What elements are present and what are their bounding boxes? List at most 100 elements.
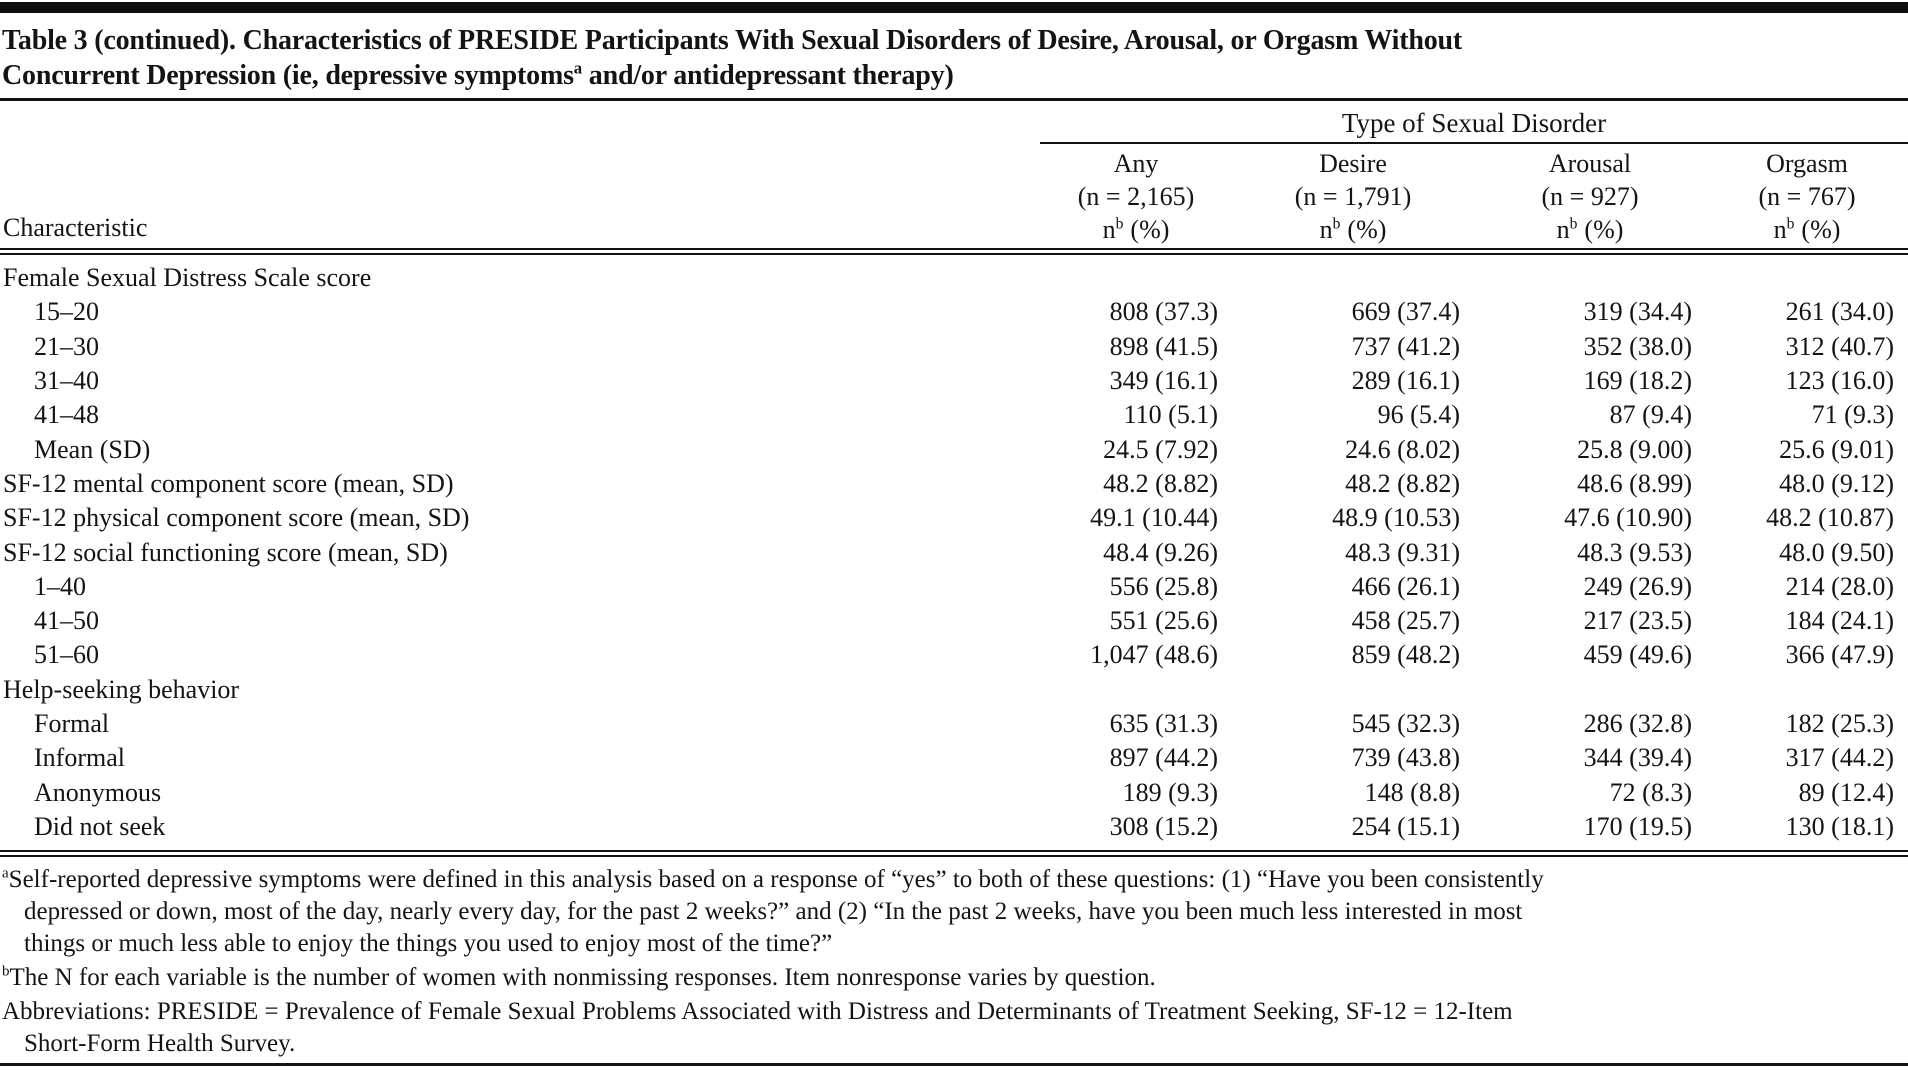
footnote-a-marker: a xyxy=(2,865,9,882)
table-row: Mean (SD) 24.5 (7.92) 24.6 (8.02) 25.8 (… xyxy=(0,432,1908,466)
column-header-characteristic: Characteristic xyxy=(3,213,148,242)
stat-pct: (%) xyxy=(1347,215,1387,244)
cell-value: 96 (5.4) xyxy=(1377,400,1460,430)
cell-value: 48.2 (8.82) xyxy=(1103,468,1218,498)
cell-value: 556 (25.8) xyxy=(1109,571,1218,601)
footnote-b-marker: b xyxy=(2,963,10,980)
column-header-desire: Desire (n = 1,791) nb (%) xyxy=(1232,147,1474,246)
row-label: Formal xyxy=(34,709,110,738)
footnote-a: aSelf-reported depressive symptoms were … xyxy=(0,864,1908,960)
cell-value: 110 (5.1) xyxy=(1123,400,1218,430)
cell-value: 458 (25.7) xyxy=(1351,606,1460,636)
cell-value: 48.4 (9.26) xyxy=(1103,537,1218,567)
cell-value: 551 (25.6) xyxy=(1109,606,1218,636)
column-name: Arousal xyxy=(1548,149,1632,178)
column-header-orgasm: Orgasm (n = 767) nb (%) xyxy=(1706,147,1908,246)
footer-divider xyxy=(0,850,1908,858)
cell-value: 48.3 (9.53) xyxy=(1577,537,1692,567)
column-stat: nb (%) xyxy=(1232,213,1474,246)
footnote-b-marker: b xyxy=(1569,215,1578,233)
row-label: 51–60 xyxy=(34,640,99,670)
cell-value: 214 (28.0) xyxy=(1785,571,1894,601)
table-title-line2-text: Concurrent Depression (ie, depressive sy… xyxy=(2,60,574,91)
column-n: (n = 2,165) xyxy=(1077,182,1195,211)
section-label: Female Sexual Distress Scale score xyxy=(3,263,372,293)
cell-value: 249 (26.9) xyxy=(1583,571,1692,601)
column-name: Any xyxy=(1113,149,1159,178)
table-row: 41–50 551 (25.6) 458 (25.7) 217 (23.5) 1… xyxy=(0,604,1908,638)
cell-value: 48.0 (9.12) xyxy=(1779,468,1894,498)
cell-value: 48.2 (10.87) xyxy=(1766,503,1894,533)
column-name: Orgasm xyxy=(1766,149,1848,178)
table-title: Table 3 (continued). Characteristics of … xyxy=(2,23,1908,93)
row-label: 21–30 xyxy=(34,331,99,361)
row-label: SF-12 mental component score (mean, SD) xyxy=(3,468,454,498)
table-row: SF-12 physical component score (mean, SD… xyxy=(0,501,1908,535)
footnote-b-marker: b xyxy=(1786,215,1795,233)
cell-value: 859 (48.2) xyxy=(1351,640,1460,670)
table-row: Did not seek 308 (15.2) 254 (15.1) 170 (… xyxy=(0,810,1908,844)
footnote-a-marker: a xyxy=(573,58,582,78)
cell-value: 808 (37.3) xyxy=(1109,297,1218,327)
stat-n: n xyxy=(1773,215,1787,244)
table-title-line2-rest: and/or antidepressant therapy) xyxy=(581,60,954,91)
cell-value: 897 (44.2) xyxy=(1109,743,1218,773)
cell-value: 48.3 (9.31) xyxy=(1345,537,1460,567)
cell-value: 317 (44.2) xyxy=(1785,743,1894,773)
title-divider xyxy=(0,98,1908,101)
cell-value: 148 (8.8) xyxy=(1364,777,1460,807)
cell-value: 254 (15.1) xyxy=(1351,811,1460,841)
cell-value: 89 (12.4) xyxy=(1798,777,1894,807)
cell-value: 184 (24.1) xyxy=(1785,606,1894,636)
cell-value: 739 (43.8) xyxy=(1351,743,1460,773)
cell-value: 286 (32.8) xyxy=(1583,709,1692,738)
abbreviations-line2: Short-Form Health Survey. xyxy=(24,1030,296,1058)
cell-value: 466 (26.1) xyxy=(1351,571,1460,601)
table-row: Informal 897 (44.2) 739 (43.8) 344 (39.4… xyxy=(0,741,1908,775)
row-label: SF-12 social functioning score (mean, SD… xyxy=(3,537,448,567)
spanner-spacer xyxy=(0,101,1040,144)
cell-value: 87 (9.4) xyxy=(1609,400,1692,430)
cell-value: 898 (41.5) xyxy=(1109,331,1218,361)
cell-value: 169 (18.2) xyxy=(1583,366,1692,396)
column-header-row: Characteristic Any (n = 2,165) nb (%) Des… xyxy=(0,144,1908,248)
footnote-b-line1: bThe N for each variable is the number o… xyxy=(2,963,1156,992)
table-row: Formal 635 (31.3) 545 (32.3) 286 (32.8) … xyxy=(0,707,1908,741)
cell-value: 737 (41.2) xyxy=(1351,331,1460,361)
footnote-b-marker: b xyxy=(1332,215,1341,233)
column-n: (n = 767) xyxy=(1758,182,1856,211)
row-label: Informal xyxy=(34,743,125,773)
cell-value: 459 (49.6) xyxy=(1583,640,1692,670)
row-label: Mean (SD) xyxy=(34,434,151,464)
table-row: SF-12 social functioning score (mean, SD… xyxy=(0,535,1908,569)
cell-value: 49.1 (10.44) xyxy=(1090,503,1218,533)
row-label: 1–40 xyxy=(34,571,86,601)
cell-value: 24.6 (8.02) xyxy=(1345,434,1460,464)
table-row: 15–20 808 (37.3) 669 (37.4) 319 (34.4) 2… xyxy=(0,295,1908,329)
cell-value: 349 (16.1) xyxy=(1109,366,1218,396)
cell-value: 170 (19.5) xyxy=(1583,811,1692,841)
table-row: 41–48 110 (5.1) 96 (5.4) 87 (9.4) 71 (9.… xyxy=(0,398,1908,432)
header-divider xyxy=(0,248,1908,255)
cell-value: 71 (9.3) xyxy=(1811,400,1894,430)
column-stat: nb (%) xyxy=(1474,213,1706,246)
footnote-b: bThe N for each variable is the number o… xyxy=(0,962,1908,994)
cell-value: 352 (38.0) xyxy=(1583,331,1692,361)
column-stat: nb (%) xyxy=(1040,213,1232,246)
table-title-line1: Table 3 (continued). Characteristics of … xyxy=(2,25,1463,56)
cell-value: 1,047 (48.6) xyxy=(1090,640,1218,670)
footnote-a-line1: aSelf-reported depressive symptoms were … xyxy=(2,865,1544,894)
cell-value: 25.8 (9.00) xyxy=(1577,434,1692,464)
cell-value: 48.9 (10.53) xyxy=(1332,503,1460,533)
footnotes: aSelf-reported depressive symptoms were … xyxy=(0,864,1908,1060)
table-row: Anonymous 189 (9.3) 148 (8.8) 72 (8.3) 8… xyxy=(0,775,1908,809)
footnote-b-marker: b xyxy=(1115,215,1124,233)
row-label: Did not seek xyxy=(34,811,166,841)
stat-pct: (%) xyxy=(1584,215,1624,244)
column-stat: nb (%) xyxy=(1706,213,1908,246)
cell-value: 289 (16.1) xyxy=(1351,366,1460,396)
row-label: Anonymous xyxy=(34,777,162,807)
cell-value: 72 (8.3) xyxy=(1609,777,1692,807)
table-section-row: Female Sexual Distress Scale score xyxy=(0,261,1908,295)
footnote-a-line2: depressed or down, most of the day, near… xyxy=(24,898,1523,926)
